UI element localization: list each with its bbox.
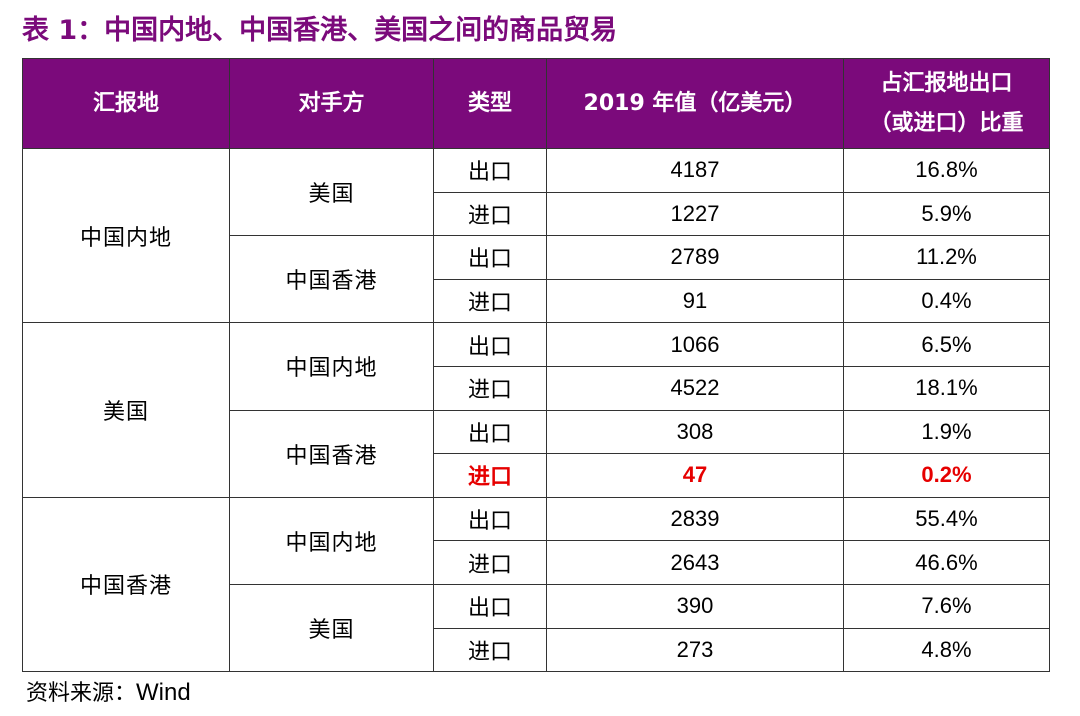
- table-row: 进口 2643 46.6%: [23, 540, 1050, 585]
- share-cell: 1.9%: [843, 409, 1050, 455]
- share-cell: 4.8%: [843, 627, 1050, 673]
- header-share-line2: （或进口）比重: [869, 110, 1024, 136]
- type-cell: 出口: [433, 496, 547, 542]
- source-value: Wind: [136, 679, 191, 706]
- value-cell: 2643: [546, 540, 844, 585]
- table-row: 中国香港 出口 308 1.9%: [23, 409, 1050, 498]
- value-cell: 1066: [546, 322, 844, 367]
- share-cell: 18.1%: [843, 365, 1050, 411]
- share-cell: 16.8%: [843, 148, 1050, 193]
- header-type: 类型: [433, 58, 547, 149]
- table-title: 表 1：中国内地、中国香港、美国之间的商品贸易: [22, 15, 618, 46]
- header-value: 2019 年值（亿美元）: [546, 58, 844, 149]
- reporter-cell: 美国: [22, 322, 230, 498]
- source-note: 资料来源：Wind: [26, 676, 191, 710]
- header-partner: 对手方: [229, 58, 434, 149]
- table-row: 中国内地 美国 出口 4187 16.8%: [22, 147, 1050, 324]
- partner-cell: 中国内地: [229, 322, 434, 411]
- type-cell: 进口: [433, 540, 547, 585]
- type-cell: 进口: [433, 365, 547, 411]
- share-cell: 5.9%: [843, 191, 1050, 237]
- type-cell: 出口: [433, 322, 547, 367]
- partner-cell: 中国香港: [229, 235, 434, 324]
- type-cell: 进口: [433, 191, 547, 237]
- share-cell: 55.4%: [843, 496, 1050, 542]
- type-cell: 进口: [433, 453, 547, 498]
- share-cell: 11.2%: [843, 235, 1050, 280]
- value-cell: 2839: [546, 496, 844, 542]
- value-cell: 91: [546, 278, 844, 324]
- share-cell: 6.5%: [843, 322, 1050, 367]
- table-row-highlighted: 进口 47 0.2%: [23, 453, 1050, 498]
- table-row: 进口 273 4.8%: [23, 627, 1050, 673]
- table-row: 进口 4522 18.1%: [23, 365, 1050, 411]
- partner-cell: 中国香港: [229, 409, 434, 498]
- table-row: 进口 91 0.4%: [23, 278, 1050, 324]
- source-label: 资料来源：: [26, 681, 137, 706]
- table-row: 美国 中国内地 出口 1066 6.5%: [22, 322, 1050, 498]
- share-cell: 7.6%: [843, 583, 1050, 629]
- share-cell: 46.6%: [843, 540, 1050, 585]
- value-cell: 4187: [546, 148, 844, 193]
- reporter-cell: 中国内地: [22, 147, 230, 324]
- type-cell: 出口: [433, 409, 547, 455]
- value-cell: 4522: [546, 365, 844, 411]
- value-cell: 308: [546, 409, 844, 455]
- type-cell: 出口: [433, 235, 547, 280]
- type-cell: 进口: [433, 278, 547, 324]
- header-share: 占汇报地出口 （或进口）比重: [843, 58, 1050, 149]
- type-cell: 出口: [433, 148, 547, 193]
- header-share-line1: 占汇报地出口: [880, 70, 1013, 96]
- value-cell: 273: [546, 627, 844, 673]
- value-cell: 47: [546, 453, 844, 498]
- trade-table: 汇报地 对手方 类型 2019 年值（亿美元） 占汇报地出口 （或进口）比重 中…: [22, 58, 1050, 673]
- partner-cell: 美国: [229, 583, 434, 673]
- table-row: 进口 1227 5.9%: [23, 191, 1050, 237]
- reporter-cell: 中国香港: [22, 496, 230, 673]
- value-cell: 390: [546, 583, 844, 629]
- share-cell: 0.4%: [843, 278, 1050, 324]
- share-cell: 0.2%: [843, 453, 1050, 498]
- value-cell: 2789: [546, 235, 844, 280]
- table-row: 中国香港 中国内地 出口 2839 55.4%: [22, 496, 1050, 673]
- header-reporter: 汇报地: [22, 58, 230, 149]
- table-row: 美国 出口 390 7.6%: [23, 583, 1050, 673]
- header-row: 汇报地 对手方 类型 2019 年值（亿美元） 占汇报地出口 （或进口）比重: [22, 58, 1050, 149]
- partner-cell: 中国内地: [229, 496, 434, 585]
- value-cell: 1227: [546, 191, 844, 237]
- type-cell: 进口: [433, 627, 547, 673]
- partner-cell: 美国: [229, 147, 434, 237]
- type-cell: 出口: [433, 583, 547, 629]
